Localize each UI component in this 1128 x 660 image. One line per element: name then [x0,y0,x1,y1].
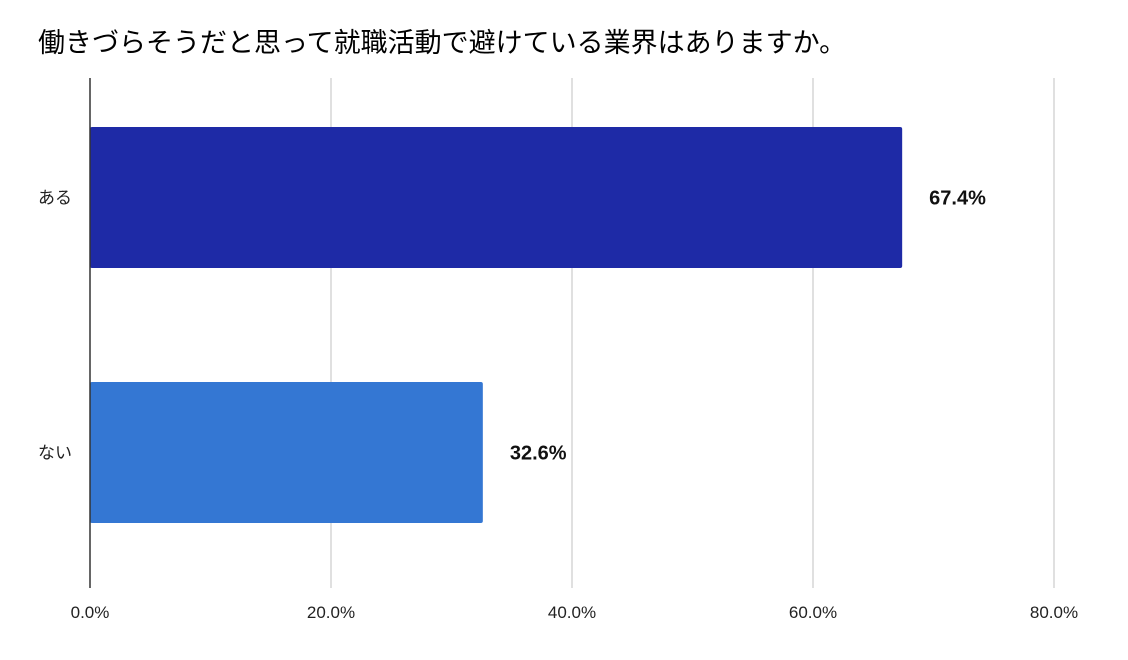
data-label: 32.6% [510,443,567,465]
x-tick-label: 20.0% [307,603,355,622]
x-tick-label: 80.0% [1030,603,1078,622]
chart-title: 働きづらそうだと思って就職活動で避けている業界はありますか。 [38,28,846,59]
category-label: ない [38,444,72,464]
data-label: 67.4% [929,188,986,210]
x-tick-labels: 0.0% 20.0% 40.0% 60.0% 80.0% [71,603,1078,622]
x-tick-label: 0.0% [71,603,110,622]
category-label: ある [38,189,72,209]
data-labels: 67.4% 32.6% [510,188,986,465]
bars [90,127,903,523]
x-tick-label: 60.0% [789,603,837,622]
bar-1 [90,127,903,268]
bar-2 [90,382,483,523]
x-tick-label: 40.0% [548,603,596,622]
